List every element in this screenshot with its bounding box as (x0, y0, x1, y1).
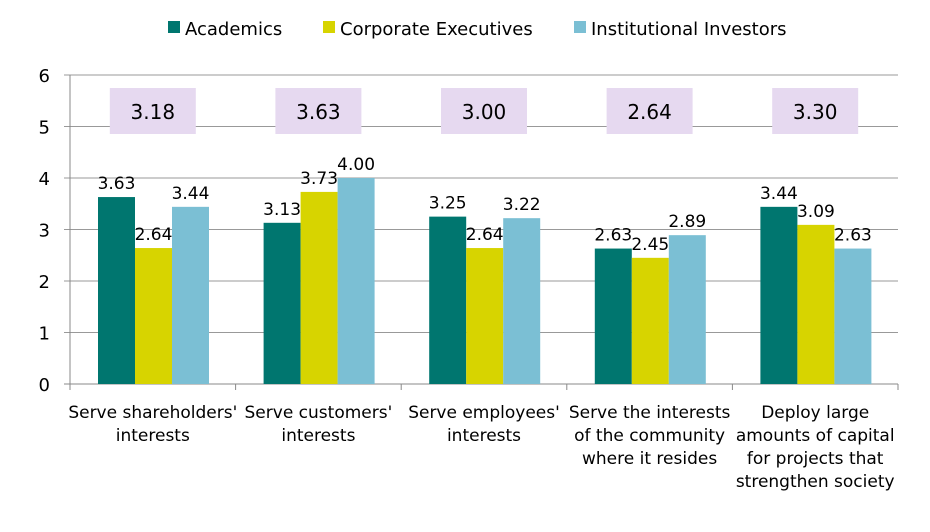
legend-swatch (168, 21, 180, 33)
category-label: interests (281, 426, 355, 446)
y-tick-label: 4 (39, 169, 50, 190)
average-box (772, 88, 859, 134)
data-label: 2.64 (466, 225, 504, 245)
average-box (275, 88, 362, 134)
data-label: 4.00 (337, 155, 375, 175)
data-label: 3.44 (172, 184, 210, 204)
data-label: 3.09 (797, 202, 835, 222)
bar-academics (98, 197, 135, 384)
data-label: 2.63 (594, 226, 632, 246)
data-label: 3.44 (760, 184, 798, 204)
y-tick-label: 1 (39, 324, 50, 345)
bar-institutional-investors (172, 206, 209, 384)
category-label: strengthen society (736, 472, 895, 492)
legend-swatch (323, 21, 335, 33)
data-label: 3.22 (503, 195, 541, 215)
bar-academics (263, 222, 301, 384)
category-label: amounts of capital (736, 426, 895, 446)
data-label: 2.89 (668, 212, 706, 232)
average-box (441, 88, 527, 134)
data-label: 3.63 (98, 174, 136, 194)
y-tick-label: 3 (39, 221, 50, 242)
legend-label: Academics (185, 19, 282, 40)
y-tick-label: 0 (39, 375, 50, 396)
category-label: for projects that (747, 449, 884, 469)
category-label: Deploy large (761, 403, 869, 423)
category-label: Serve customers' (245, 403, 393, 423)
bar-academics (429, 216, 467, 384)
legend-label: Corporate Executives (340, 19, 533, 40)
category-label: of the community (574, 426, 725, 446)
category-label: Serve the interests (569, 403, 731, 423)
bar-corporate-executives (135, 248, 172, 384)
data-label: 3.73 (300, 169, 338, 189)
average-label: 3.18 (131, 100, 176, 124)
data-label: 2.45 (631, 235, 669, 255)
average-label: 3.63 (296, 100, 341, 124)
category-label: where it resides (582, 449, 717, 469)
category-label: Serve shareholders' (68, 403, 237, 423)
bar-institutional-investors (834, 248, 872, 384)
legend-swatch (574, 21, 586, 33)
bar-corporate-executives (466, 248, 504, 384)
legend-label: Institutional Investors (591, 19, 787, 40)
average-label: 3.30 (793, 100, 838, 124)
bar-institutional-investors (337, 178, 375, 384)
bar-academics (594, 248, 632, 384)
average-label: 3.00 (462, 100, 507, 124)
bar-corporate-executives (631, 257, 669, 384)
average-box (606, 88, 693, 134)
average-label: 2.64 (627, 100, 672, 124)
bar-institutional-investors (503, 218, 541, 384)
average-box (109, 88, 196, 134)
bar-academics (760, 206, 798, 384)
data-label: 3.25 (429, 194, 467, 214)
bar-institutional-investors (668, 235, 706, 384)
category-label: interests (116, 426, 190, 446)
data-label: 2.64 (135, 225, 173, 245)
data-label: 2.63 (834, 226, 872, 246)
y-tick-label: 5 (39, 118, 50, 139)
y-tick-label: 2 (39, 272, 50, 293)
bar-corporate-executives (797, 224, 835, 384)
bar-corporate-executives (300, 191, 338, 384)
data-label: 3.13 (263, 200, 301, 220)
y-tick-label: 6 (39, 66, 50, 87)
category-label: interests (447, 426, 521, 446)
category-label: Serve employees' (408, 403, 560, 423)
